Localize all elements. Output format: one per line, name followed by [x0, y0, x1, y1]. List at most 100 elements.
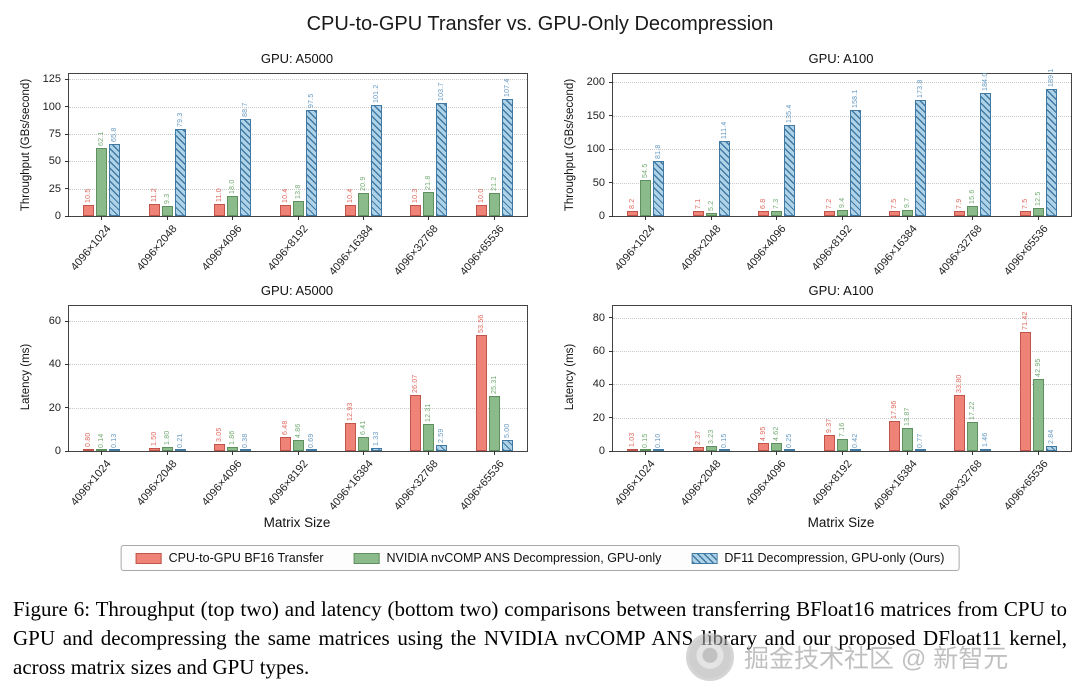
bar-nvcomp-ans	[1032, 207, 1044, 216]
bar-nvcomp-ans	[771, 211, 783, 216]
bar-bf16-transfer	[83, 204, 95, 216]
x-tick-mark	[906, 216, 908, 220]
bar-value-label: 0.10	[655, 433, 663, 448]
bar-bf16-transfer	[627, 210, 639, 216]
gridline	[69, 134, 527, 136]
bar-value-label: 7.5	[890, 198, 898, 209]
bar-value-label: 173.8	[916, 79, 924, 98]
y-tick-label: 150	[586, 109, 605, 122]
bar-bf16-transfer	[279, 436, 291, 451]
bar-value-label: 0.42	[851, 433, 859, 448]
bar-value-label: 111.4	[720, 121, 728, 140]
y-tick-mark	[609, 81, 613, 83]
y-tick-label: 20	[592, 411, 605, 424]
gridline	[613, 115, 1071, 117]
bar-nvcomp-ans	[423, 192, 435, 216]
bar-value-label: 15.6	[969, 189, 977, 204]
bar-bf16-transfer	[627, 449, 639, 451]
bar-value-label: 9.4	[838, 197, 846, 208]
bar-value-label: 0.13	[111, 433, 119, 448]
bar-value-label: 25.31	[490, 375, 498, 395]
bar-value-label: 103.7	[438, 82, 446, 101]
y-tick-label: 50	[48, 155, 61, 168]
bar-bf16-transfer	[83, 449, 95, 451]
bar-value-label: 5.2	[707, 200, 715, 211]
bar-nvcomp-ans	[967, 205, 979, 216]
y-tick-mark	[65, 450, 69, 452]
bar-value-label: 0.15	[720, 433, 728, 448]
gridline	[69, 364, 527, 366]
bar-value-label: 11.2	[150, 187, 158, 202]
bar-bf16-transfer	[954, 210, 966, 216]
x-tick-mark	[972, 451, 974, 455]
bar-bf16-transfer	[475, 335, 487, 451]
legend-swatch-blue-hatched	[691, 552, 718, 564]
bar-value-label: 62.1	[98, 131, 106, 147]
gridline	[69, 407, 527, 409]
bar-value-label: 9.7	[903, 197, 911, 208]
plot-area: 0 20 40 60 80 1.03 0.15 0.10 4096×1024 2.37 3.23 0.…	[593, 305, 1072, 513]
bar-nvcomp-ans	[901, 209, 913, 216]
bar-nvcomp-ans	[640, 449, 652, 451]
bar-bf16-transfer	[1019, 210, 1031, 216]
gridline	[613, 149, 1071, 151]
x-tick-label: 4096×4096	[743, 223, 789, 274]
bar-nvcomp-ans	[292, 200, 304, 216]
chart-throughput-a5000: GPU: A5000 Throughput (GBs/second) 0 25 50…	[1, 46, 537, 298]
bar-value-label: 2.84	[1047, 429, 1055, 445]
bar-value-label: 42.95	[1034, 358, 1042, 378]
bar-value-label: 0.69	[307, 433, 315, 448]
bar-nvcomp-ans	[488, 192, 500, 216]
bar-value-label: 33.80	[956, 374, 964, 393]
bar-bf16-transfer	[279, 204, 291, 216]
bar-value-label: 8.2	[629, 198, 637, 209]
y-tick-label: 0	[598, 210, 605, 222]
bar-value-label: 12.5	[1034, 191, 1042, 206]
bar-value-label: 6.41	[359, 420, 367, 436]
x-tick-mark	[972, 216, 974, 220]
x-tick-mark	[362, 451, 364, 455]
bar-df11	[784, 125, 796, 216]
x-tick-label: 4096×16384	[870, 458, 920, 513]
bar-df11	[240, 449, 252, 451]
bar-bf16-transfer	[954, 394, 966, 451]
bar-df11	[436, 102, 448, 216]
x-tick-label: 4096×32768	[392, 223, 442, 278]
y-tick-mark	[65, 106, 69, 108]
x-tick-mark	[428, 451, 430, 455]
y-tick-mark	[609, 215, 613, 217]
x-tick-label: 4096×1024	[613, 223, 658, 274]
bar-value-label: 12.31	[425, 403, 433, 423]
bar-value-label: 26.07	[412, 374, 420, 393]
bar-value-label: 10.0	[477, 188, 485, 204]
legend-item-df11: DF11 Decompression, GPU-only (Ours)	[691, 551, 944, 565]
bar-value-label: 18.0	[229, 179, 237, 195]
gridline	[69, 79, 527, 81]
x-tick-mark	[645, 451, 647, 455]
bar-df11	[174, 129, 186, 216]
bar-value-label: 4.95	[760, 426, 768, 441]
bar-nvcomp-ans	[423, 424, 435, 451]
bar-nvcomp-ans	[488, 396, 500, 451]
bar-nvcomp-ans	[227, 446, 239, 451]
bar-value-label: 54.5	[642, 163, 650, 178]
bar-value-label: 6.48	[281, 420, 289, 435]
bar-value-label: 6.8	[760, 199, 768, 210]
gridline	[613, 82, 1071, 84]
bar-value-label: 79.3	[176, 112, 184, 128]
legend-label: DF11 Decompression, GPU-only (Ours)	[724, 551, 945, 565]
bar-value-label: 10.4	[346, 188, 354, 203]
bar-df11	[109, 144, 121, 216]
bar-value-label: 3.23	[707, 429, 715, 444]
bar-value-label: 7.1	[694, 198, 702, 210]
x-tick-label: 4096×8192	[809, 458, 855, 509]
bar-nvcomp-ans	[292, 440, 304, 451]
watermark-text: 掘金技术社区 @ 新智元	[744, 645, 1009, 673]
bar-nvcomp-ans	[836, 209, 848, 216]
x-tick-mark	[166, 216, 168, 220]
x-tick-mark	[710, 216, 712, 220]
bar-nvcomp-ans	[227, 196, 239, 216]
gridline	[613, 182, 1071, 184]
bar-df11	[653, 449, 665, 451]
